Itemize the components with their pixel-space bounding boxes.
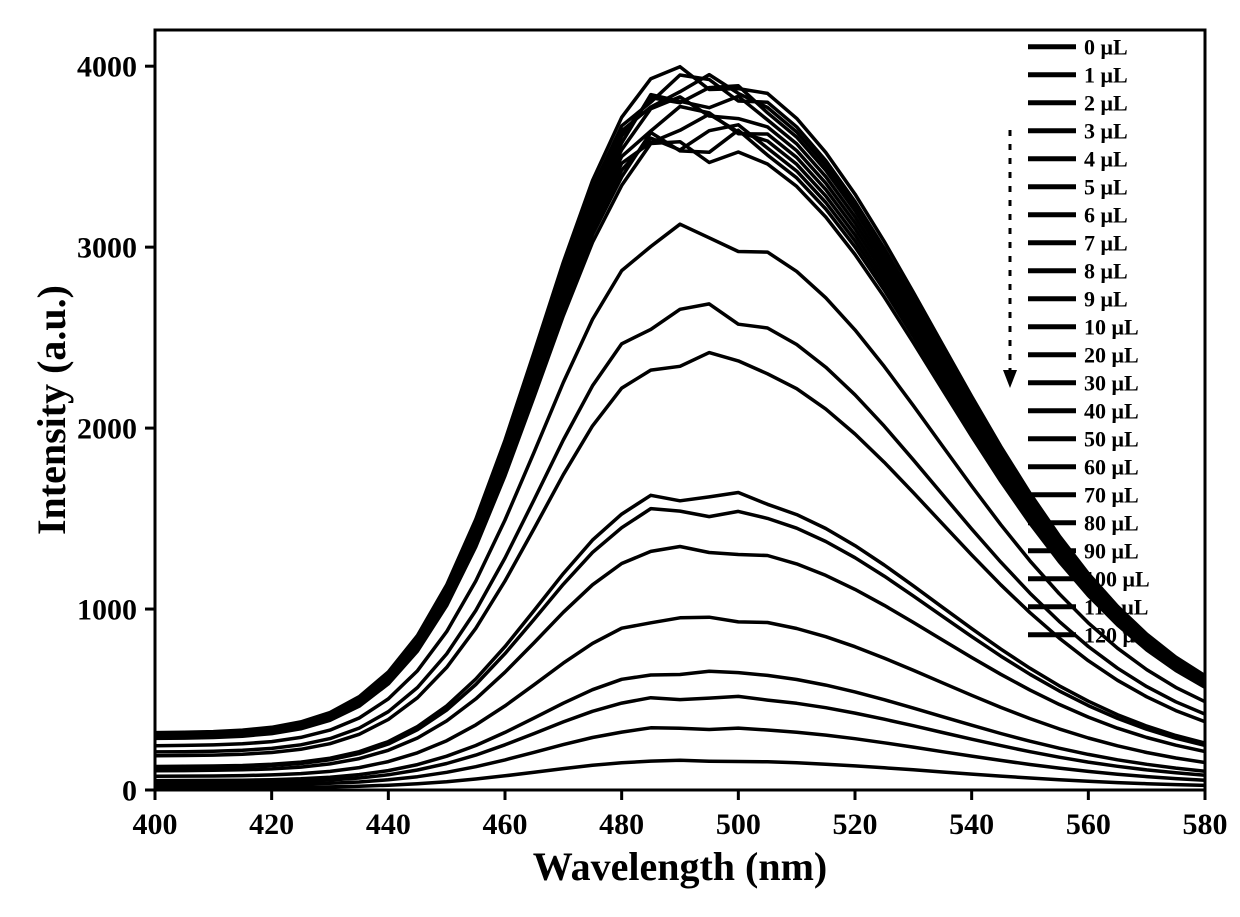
x-tick-label: 580 [1183,808,1228,841]
x-tick-label: 460 [483,808,528,841]
x-tick-label: 560 [1066,808,1111,841]
x-tick-label: 400 [133,808,178,841]
legend-label: 0 μL [1084,35,1128,60]
x-axis-label: Wavelength (nm) [533,844,827,889]
x-tick-label: 440 [366,808,411,841]
legend-label: 9 μL [1084,287,1128,312]
x-tick-label: 520 [833,808,878,841]
legend-label: 30 μL [1084,371,1139,396]
y-tick-label: 4000 [77,51,137,84]
y-tick-label: 0 [122,775,137,808]
spectrum-chart: 400 420 440 460 480 500 520 540 560 580 0 1000 2000 3… [0,0,1240,917]
legend-label: 70 μL [1084,483,1139,508]
y-axis-label: Intensity (a.u.) [29,285,74,535]
legend-label: 50 μL [1084,427,1139,452]
x-tick-label: 540 [949,808,994,841]
legend-label: 5 μL [1084,175,1128,200]
x-tick-label: 480 [599,808,644,841]
y-tick-label: 2000 [77,413,137,446]
legend-label: 1 μL [1084,63,1128,88]
y-tick-label: 1000 [77,594,137,627]
legend-label: 3 μL [1084,119,1128,144]
legend-label: 7 μL [1084,231,1128,256]
legend-label: 120 μL [1084,623,1150,648]
legend-label: 40 μL [1084,399,1139,424]
legend-label: 100 μL [1084,567,1150,592]
x-tick-label: 500 [716,808,761,841]
y-tick-label: 3000 [77,232,137,265]
legend-label: 80 μL [1084,511,1139,536]
legend-label: 20 μL [1084,343,1139,368]
legend-label: 4 μL [1084,147,1128,172]
legend-label: 2 μL [1084,91,1128,116]
legend-label: 110 μL [1084,595,1148,620]
legend-label: 90 μL [1084,539,1139,564]
legend-label: 8 μL [1084,259,1128,284]
legend-label: 60 μL [1084,455,1139,480]
x-tick-label: 420 [249,808,294,841]
chart-svg: 400 420 440 460 480 500 520 540 560 580 0 1000 2000 3… [0,0,1240,917]
legend-label: 10 μL [1084,315,1139,340]
legend-label: 6 μL [1084,203,1128,228]
